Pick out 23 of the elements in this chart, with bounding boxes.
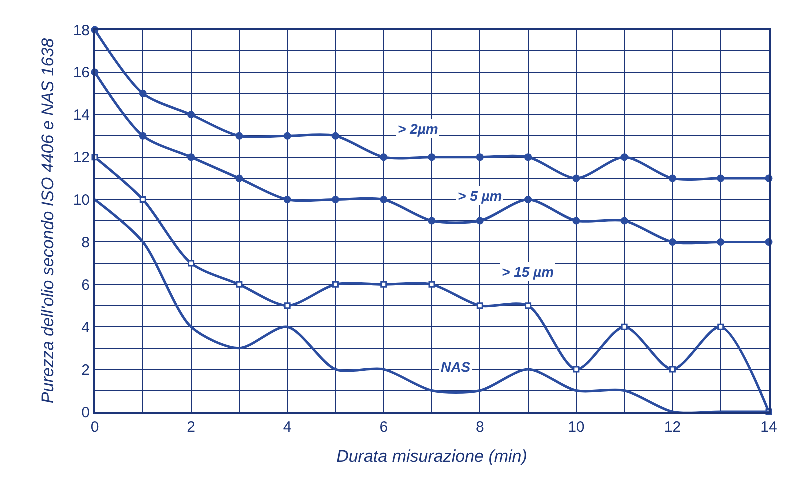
x-tick-label: 14 [760, 419, 778, 436]
x-tick-label: 6 [380, 419, 388, 436]
y-tick-label: 8 [82, 234, 90, 252]
x-tick-label: 8 [476, 419, 484, 436]
x-tick-label: 12 [664, 419, 682, 436]
y-tick-label: 14 [73, 107, 90, 124]
x-tick-label: 2 [187, 419, 196, 436]
y-axis-title: Purezza dell'olio secondo ISO 4406 e NAS 1638 [38, 38, 58, 404]
y-tick-label: 16 [73, 64, 90, 82]
y-tick-label: 6 [82, 276, 90, 294]
y-tick-label: 4 [82, 319, 90, 336]
y-tick-label: 2 [82, 362, 90, 379]
x-tick-label: 4 [283, 419, 292, 436]
y-tick-label: 10 [73, 192, 90, 210]
series-label: NAS [441, 359, 472, 375]
x-axis-title: Durata misurazione (min) [336, 446, 528, 466]
y-tick-label: 12 [73, 150, 90, 167]
series-label: > 15 µm [502, 264, 554, 280]
x-tick-label: 10 [568, 419, 585, 436]
y-tick-label: 0 [82, 404, 90, 422]
series-label: > 2µm [398, 121, 438, 137]
series-label: > 5 µm [458, 188, 502, 204]
y-tick-label: 18 [73, 22, 90, 40]
